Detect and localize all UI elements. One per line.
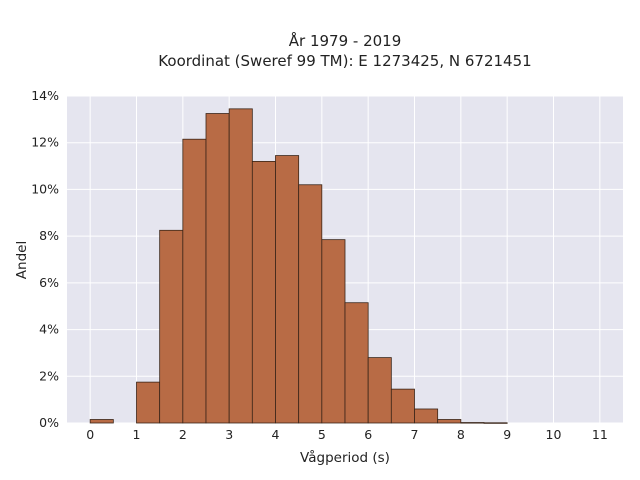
x-tick-label: 3: [225, 427, 233, 442]
histogram-bar: [390, 388, 415, 424]
histogram-bar: [437, 419, 462, 424]
x-tick-label: 8: [457, 427, 465, 442]
histogram-bar: [159, 229, 184, 424]
histogram-bar: [414, 408, 439, 424]
histogram-bar: [483, 422, 508, 424]
x-tick-label: 6: [364, 427, 372, 442]
x-tick-label: 11: [592, 427, 608, 442]
x-tick-label: 9: [503, 427, 511, 442]
y-tick-label: 12%: [31, 135, 59, 150]
histogram-bar: [367, 357, 392, 424]
y-tick-label: 10%: [31, 181, 59, 196]
x-tick-label: 0: [86, 427, 94, 442]
histogram-bar: [182, 138, 207, 424]
y-tick-label: 6%: [39, 275, 59, 290]
chart-title: År 1979 - 2019: [289, 31, 402, 50]
histogram-bar: [205, 113, 230, 424]
x-tick-label: 7: [411, 427, 419, 442]
histogram-bar: [136, 381, 161, 424]
histogram-bar: [89, 419, 114, 424]
x-axis-label: Vågperiod (s): [300, 449, 390, 466]
y-tick-label: 0%: [39, 415, 59, 430]
x-tick-label: 2: [179, 427, 187, 442]
histogram-bar: [344, 302, 369, 424]
y-tick-labels: 0% 2% 4% 6% 8% 10% 12% 14%: [31, 88, 59, 430]
bars: [89, 108, 508, 424]
y-axis-label: Andel: [14, 241, 30, 279]
x-tick-labels: 0 1 2 3 4 5 6 7 8 9 10 11: [86, 427, 608, 442]
y-tick-label: 4%: [39, 322, 59, 337]
y-tick-label: 2%: [39, 368, 59, 383]
x-tick-label: 5: [318, 427, 326, 442]
x-tick-label: 1: [133, 427, 141, 442]
histogram-bar: [460, 422, 485, 424]
histogram-bar: [275, 155, 300, 424]
x-tick-label: 4: [272, 427, 280, 442]
chart-subtitle: Koordinat (Sweref 99 TM): E 1273425, N 6…: [158, 52, 531, 70]
y-tick-label: 8%: [39, 228, 59, 243]
histogram-bar: [251, 160, 276, 424]
histogram-bar: [298, 184, 323, 424]
x-tick-label: 10: [546, 427, 562, 442]
histogram-bar: [321, 239, 346, 424]
y-tick-label: 14%: [31, 88, 59, 103]
histogram-bar: [228, 108, 253, 424]
